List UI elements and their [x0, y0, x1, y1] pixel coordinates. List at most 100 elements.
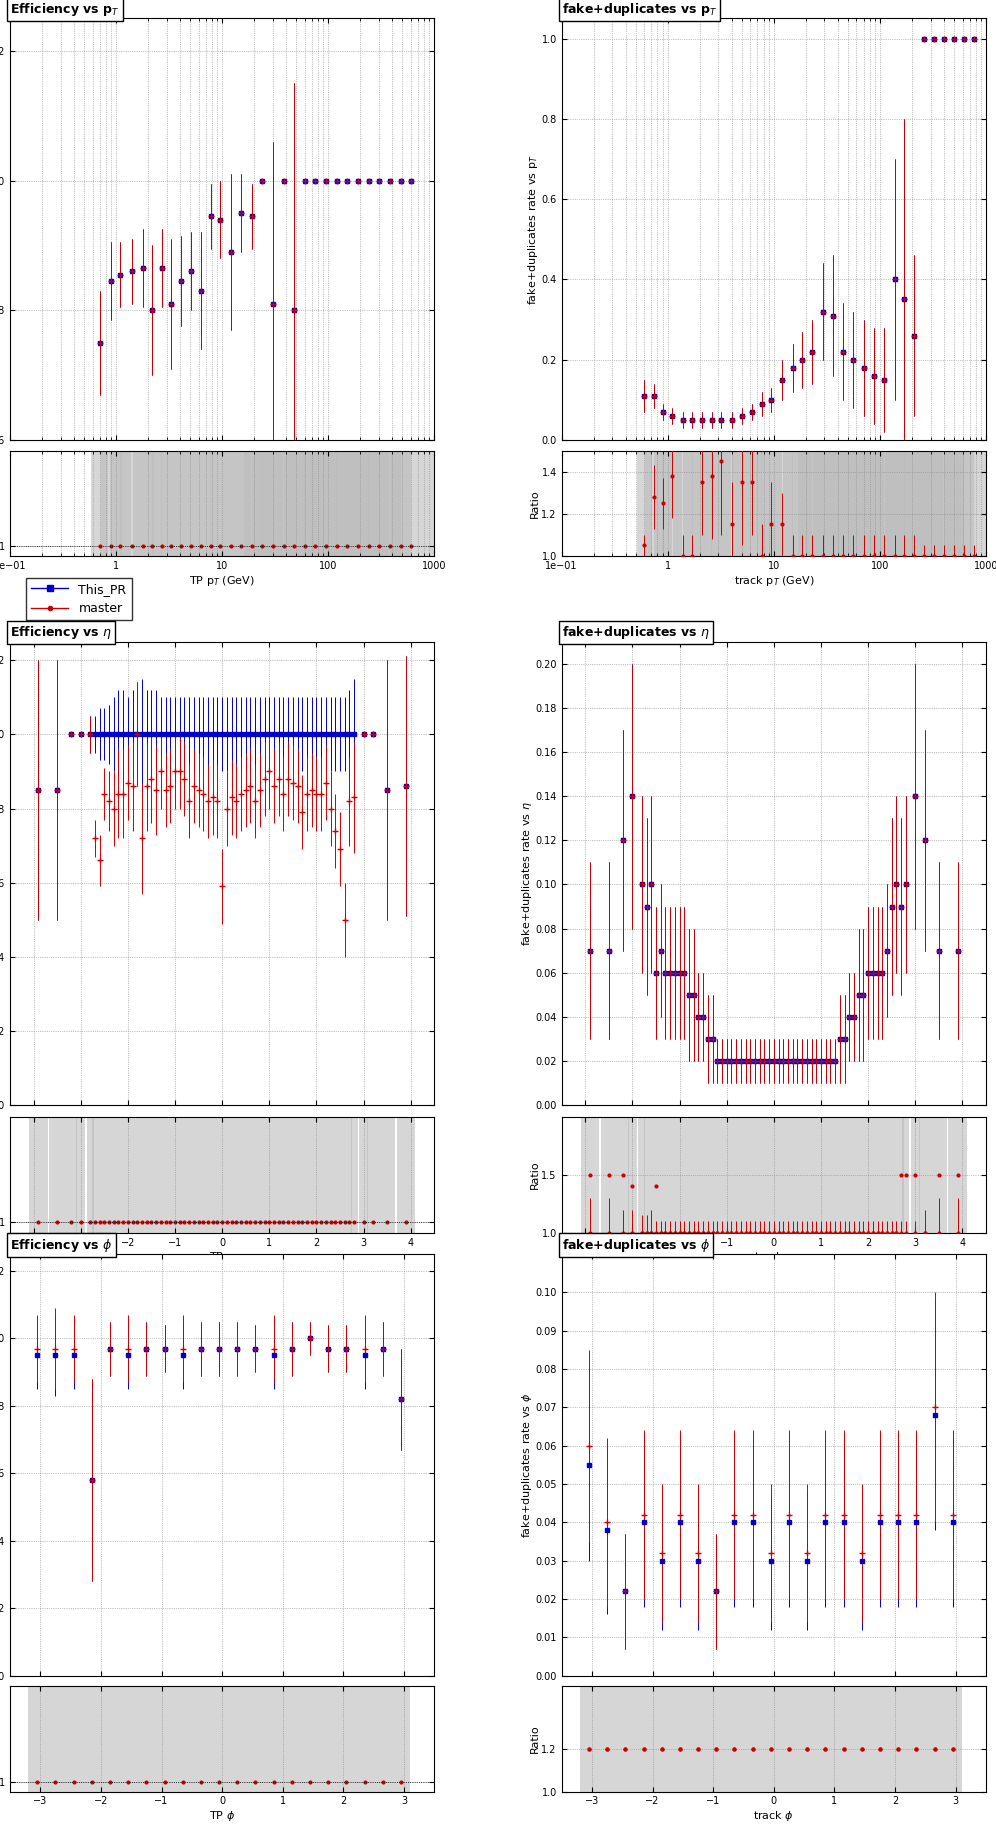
Bar: [390, 451, 411, 556]
Bar: [644, 1117, 648, 1232]
Bar: [762, 1117, 767, 1232]
Bar: [310, 1117, 314, 1232]
Bar: [347, 451, 369, 556]
Bar: [295, 1117, 300, 1232]
Bar: [689, 1686, 707, 1792]
Bar: [143, 451, 161, 556]
Bar: [65, 1686, 83, 1792]
Bar: [948, 1117, 967, 1232]
Bar: [715, 1117, 720, 1232]
Bar: [601, 1117, 618, 1232]
Bar: [351, 1117, 358, 1232]
Bar: [91, 451, 109, 556]
Bar: [738, 1117, 743, 1232]
Bar: [838, 1117, 843, 1232]
Bar: [658, 1117, 663, 1232]
Y-axis label: Ratio: Ratio: [530, 489, 540, 517]
Bar: [272, 1117, 276, 1232]
Bar: [243, 1117, 248, 1232]
Bar: [828, 1117, 833, 1232]
Bar: [201, 451, 220, 556]
Bar: [333, 1117, 338, 1232]
Bar: [873, 451, 895, 556]
Bar: [720, 1117, 724, 1232]
Bar: [158, 1117, 163, 1232]
Bar: [210, 1117, 215, 1232]
Bar: [187, 1117, 191, 1232]
Bar: [49, 1117, 66, 1232]
Bar: [173, 1686, 192, 1792]
Bar: [391, 1686, 410, 1792]
Bar: [645, 451, 664, 556]
Bar: [817, 1686, 835, 1792]
Bar: [776, 1117, 781, 1232]
Bar: [843, 451, 864, 556]
Bar: [246, 1686, 265, 1792]
Bar: [793, 451, 812, 556]
Bar: [315, 451, 337, 556]
Legend: This_PR, master: This_PR, master: [26, 578, 131, 621]
Bar: [161, 451, 180, 556]
Bar: [83, 1686, 101, 1792]
Bar: [284, 451, 305, 556]
Bar: [662, 451, 682, 556]
Bar: [191, 451, 210, 556]
Bar: [902, 1117, 909, 1232]
Bar: [781, 1117, 786, 1232]
Bar: [634, 1686, 652, 1792]
Bar: [636, 451, 651, 556]
Text: fake+duplicates vs p$_T$: fake+duplicates vs p$_T$: [562, 0, 717, 18]
Bar: [258, 1117, 262, 1232]
Bar: [767, 1117, 772, 1232]
Bar: [672, 1117, 677, 1232]
Bar: [28, 1686, 47, 1792]
Bar: [276, 1117, 281, 1232]
Bar: [648, 1117, 653, 1232]
Bar: [112, 1117, 117, 1232]
Bar: [871, 1117, 875, 1232]
Bar: [76, 1117, 86, 1232]
Bar: [295, 451, 315, 556]
Bar: [107, 1117, 112, 1232]
Text: Efficiency vs $\phi$: Efficiency vs $\phi$: [10, 1237, 113, 1254]
Bar: [121, 451, 142, 556]
Bar: [98, 1117, 102, 1232]
Bar: [673, 451, 693, 556]
Bar: [757, 1117, 762, 1232]
Bar: [783, 451, 803, 556]
Bar: [889, 1686, 907, 1792]
Bar: [182, 1117, 187, 1232]
Bar: [137, 1686, 155, 1792]
Bar: [618, 1117, 628, 1232]
Bar: [305, 451, 326, 556]
Bar: [262, 1117, 267, 1232]
Text: Efficiency vs p$_T$: Efficiency vs p$_T$: [10, 0, 120, 18]
Bar: [319, 1686, 338, 1792]
Bar: [326, 451, 348, 556]
Bar: [369, 451, 389, 556]
Bar: [300, 1117, 305, 1232]
Bar: [898, 1117, 903, 1232]
Bar: [710, 1117, 715, 1232]
Text: Efficiency vs $\eta$: Efficiency vs $\eta$: [10, 624, 113, 641]
Bar: [677, 1117, 682, 1232]
Bar: [224, 1117, 229, 1232]
Bar: [871, 1686, 889, 1792]
Bar: [139, 1117, 144, 1232]
Bar: [692, 451, 712, 556]
Bar: [724, 1117, 729, 1232]
Bar: [101, 1686, 120, 1792]
Bar: [823, 451, 843, 556]
Bar: [857, 1117, 862, 1232]
Bar: [338, 1686, 356, 1792]
Bar: [885, 451, 905, 556]
Text: fake+duplicates vs $\phi$: fake+duplicates vs $\phi$: [562, 1237, 710, 1254]
Bar: [210, 451, 230, 556]
Bar: [701, 1117, 705, 1232]
Bar: [144, 1117, 149, 1232]
Bar: [329, 1117, 333, 1232]
Bar: [368, 1117, 378, 1232]
Bar: [895, 451, 913, 556]
Bar: [253, 1117, 258, 1232]
Bar: [843, 1117, 847, 1232]
